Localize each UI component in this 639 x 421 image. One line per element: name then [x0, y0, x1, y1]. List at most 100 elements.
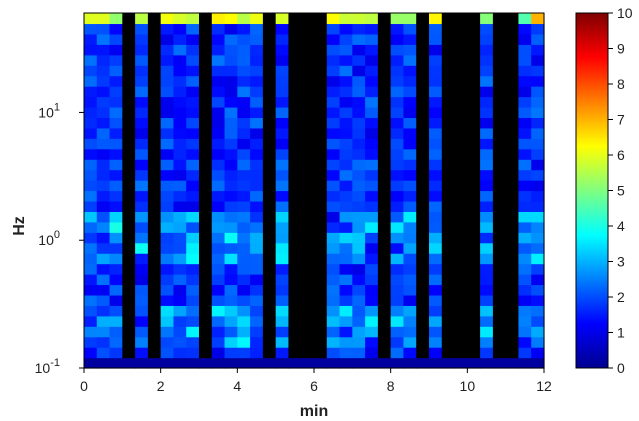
heatmap-cell	[339, 294, 353, 306]
heatmap-cell	[275, 159, 290, 171]
heatmap-cell	[84, 44, 98, 56]
heatmap-cell	[96, 263, 111, 275]
heatmap-cell	[467, 54, 481, 66]
heatmap-cell	[314, 190, 328, 202]
heatmap-cell	[454, 127, 468, 139]
heatmap-cell	[352, 127, 366, 139]
heatmap-cell	[390, 180, 405, 192]
heatmap-cell	[237, 127, 251, 139]
heatmap-cell	[288, 221, 302, 233]
heatmap-cell	[377, 106, 392, 119]
heatmap-cell	[147, 200, 162, 212]
heatmap-cell	[275, 242, 290, 254]
heatmap-cell	[416, 86, 430, 98]
heatmap-cell	[173, 33, 187, 45]
heatmap-cell	[262, 23, 277, 35]
heatmap-cell	[403, 200, 417, 212]
heatmap-cell	[314, 148, 328, 160]
heatmap-cell	[224, 347, 238, 359]
heatmap-cell	[365, 315, 379, 327]
heatmap-cell	[505, 336, 520, 348]
heatmap-cell	[301, 148, 315, 160]
heatmap-cell	[467, 44, 481, 56]
heatmap-cell	[109, 65, 123, 77]
heatmap-cell	[403, 263, 417, 275]
heatmap-cell	[403, 44, 417, 56]
heatmap-cell	[224, 148, 238, 160]
heatmap-cell	[122, 305, 136, 317]
heatmap-cell	[199, 232, 213, 244]
colorbar-tick-label: 0	[617, 360, 625, 376]
heatmap-cell	[429, 357, 443, 369]
heatmap-cell	[109, 13, 123, 25]
heatmap-cell	[224, 96, 238, 108]
heatmap-cell	[326, 211, 341, 223]
heatmap-cell	[441, 117, 456, 129]
heatmap-cell	[365, 263, 379, 275]
heatmap-cell	[224, 326, 238, 338]
heatmap-cell	[211, 347, 226, 359]
heatmap-cell	[262, 232, 277, 244]
heatmap-cell	[84, 127, 98, 139]
heatmap-cell	[186, 357, 200, 369]
heatmap-cell	[390, 33, 405, 45]
heatmap-cell	[365, 54, 379, 66]
heatmap-cell	[518, 169, 532, 181]
heatmap-cell	[365, 96, 379, 108]
heatmap-cell	[326, 200, 341, 212]
heatmap-cell	[480, 211, 494, 223]
heatmap-cell	[109, 127, 123, 139]
heatmap-cell	[96, 65, 111, 77]
heatmap-cell	[416, 232, 430, 244]
heatmap-cell	[96, 169, 111, 181]
heatmap-cell	[275, 44, 290, 56]
heatmap-cell	[122, 284, 136, 296]
heatmap-cell	[377, 347, 392, 359]
heatmap-cell	[122, 326, 136, 338]
heatmap-cell	[288, 253, 302, 265]
heatmap-cell	[250, 159, 264, 171]
heatmap-cell	[250, 253, 264, 265]
heatmap-cell	[96, 96, 111, 108]
heatmap-cell	[250, 221, 264, 233]
heatmap-cell	[250, 138, 264, 150]
heatmap-cell	[301, 96, 315, 108]
heatmap-cell	[518, 294, 532, 306]
heatmap-cell	[237, 211, 251, 223]
heatmap-cell	[314, 54, 328, 66]
heatmap-cell	[492, 54, 507, 66]
heatmap-cell	[147, 294, 162, 306]
heatmap-cell	[109, 44, 123, 56]
heatmap-cell	[339, 96, 353, 108]
heatmap-cell	[250, 127, 264, 139]
heatmap-cell	[199, 23, 213, 35]
heatmap-cell	[326, 127, 341, 139]
heatmap-cell	[96, 221, 111, 233]
heatmap-cell	[441, 75, 456, 87]
heatmap-cell	[288, 13, 302, 25]
heatmap-cell	[429, 347, 443, 359]
heatmap-cell	[480, 357, 494, 369]
heatmap-cell	[339, 357, 353, 369]
heatmap-cell	[441, 127, 456, 139]
heatmap-cell	[326, 294, 341, 306]
heatmap-cell	[467, 305, 481, 317]
heatmap-cell	[135, 315, 149, 327]
heatmap-cell	[429, 138, 443, 150]
heatmap-cell	[237, 200, 251, 212]
heatmap-cell	[109, 221, 123, 233]
heatmap-cell	[135, 33, 149, 45]
heatmap-cell	[492, 96, 507, 108]
heatmap-cell	[416, 305, 430, 317]
heatmap-cell	[122, 148, 136, 160]
heatmap-cell	[403, 347, 417, 359]
heatmap-cell	[275, 180, 290, 192]
heatmap-cell	[454, 232, 468, 244]
heatmap-cell	[339, 305, 353, 317]
heatmap-cell	[492, 357, 507, 369]
heatmap-cell	[390, 315, 405, 327]
heatmap-cell	[160, 263, 175, 275]
heatmap-cell	[109, 96, 123, 108]
heatmap-cell	[211, 221, 226, 233]
heatmap-cell	[186, 326, 200, 338]
